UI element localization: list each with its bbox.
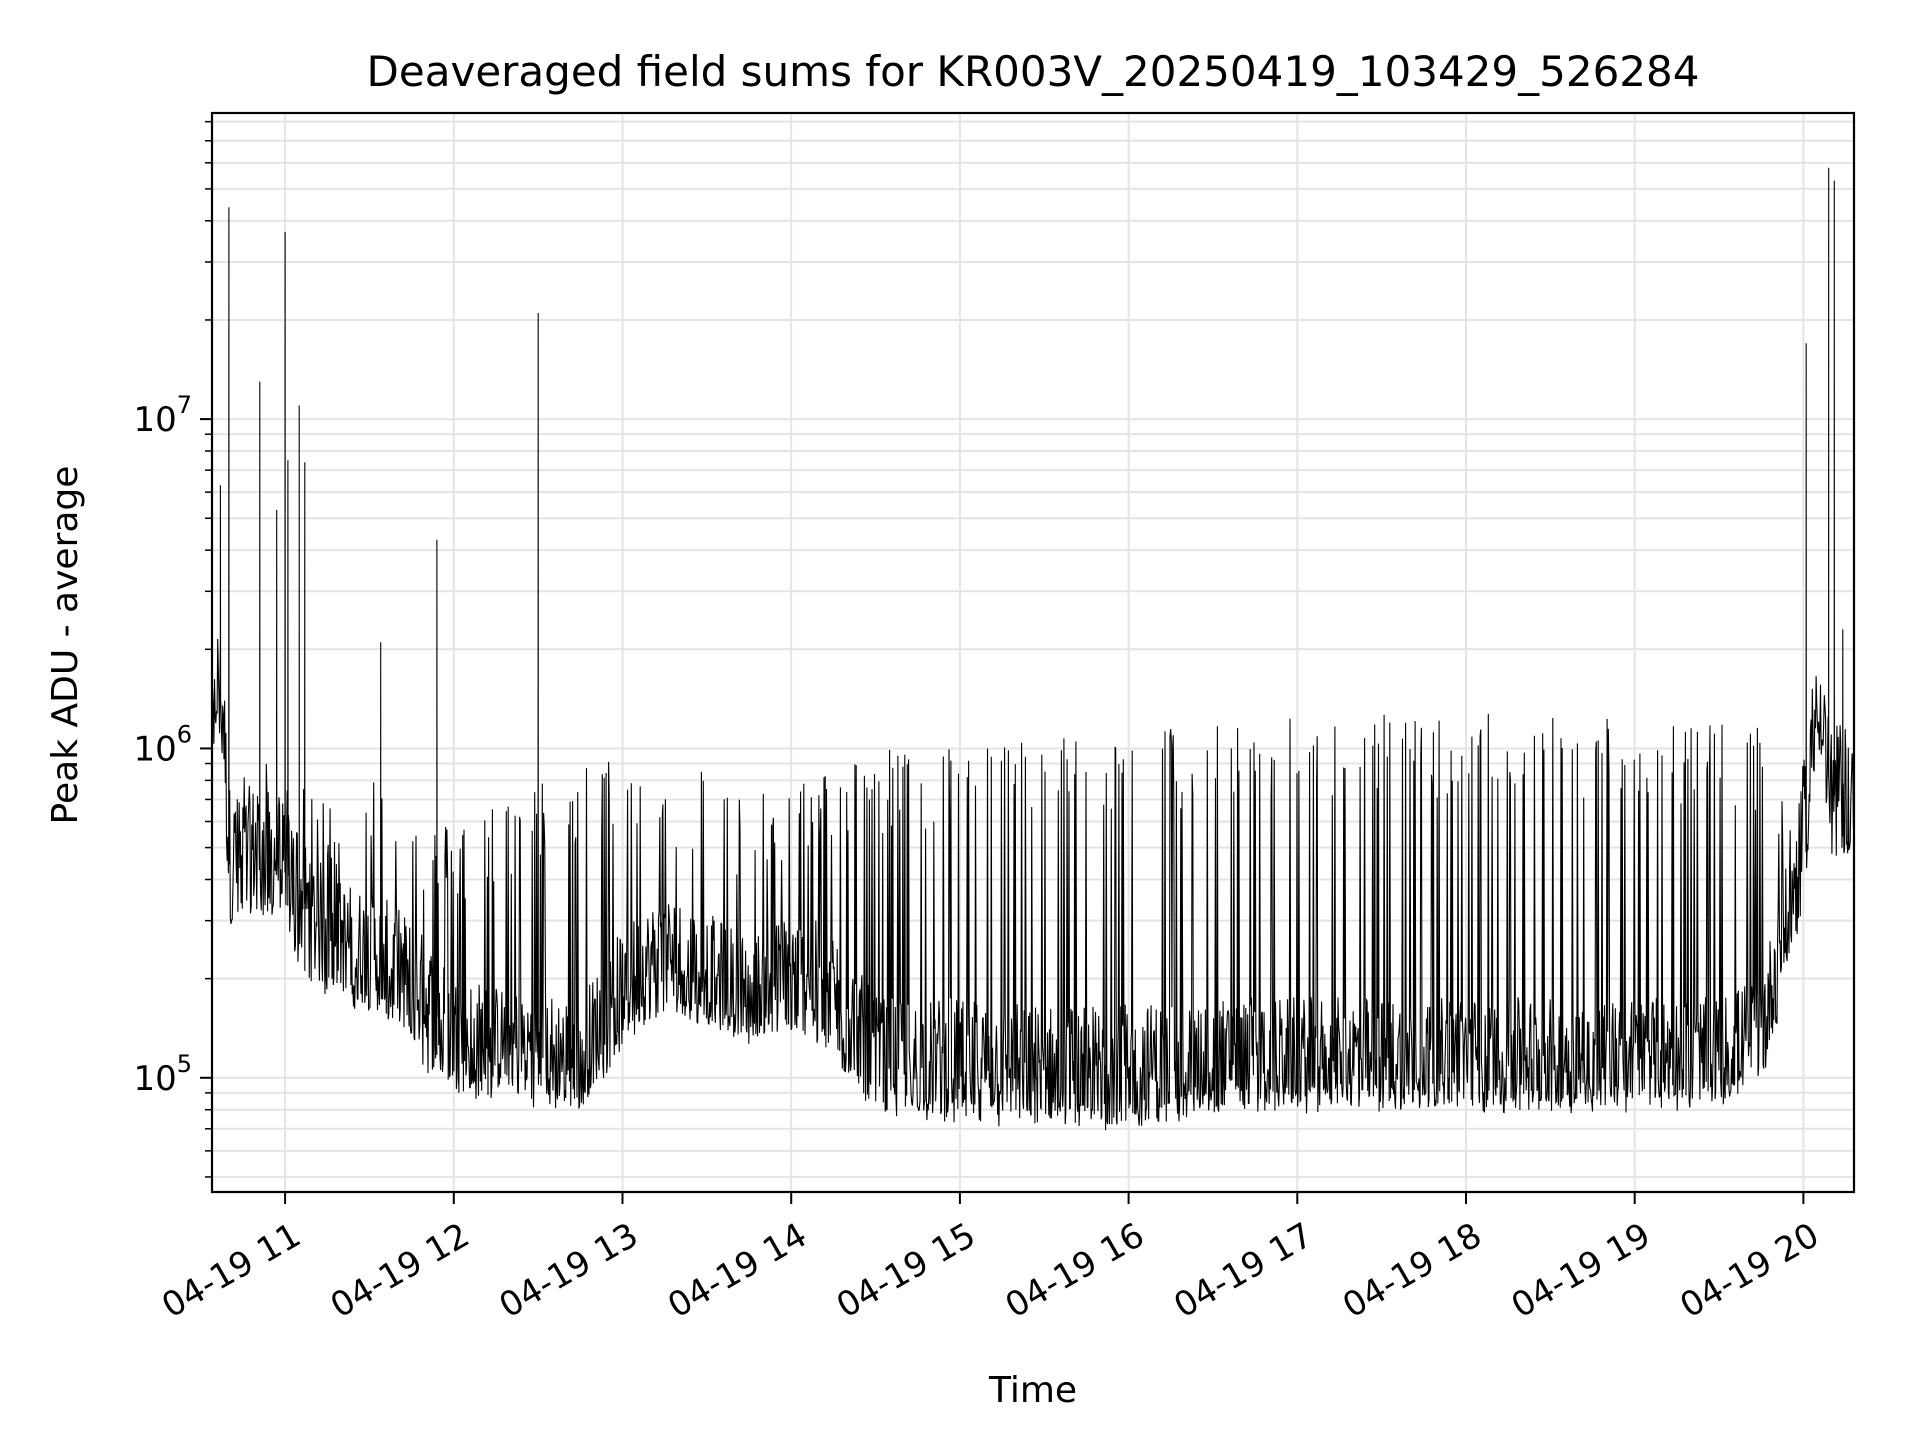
axes-frame bbox=[210, 111, 1856, 1194]
y-tick-label: 106 bbox=[133, 720, 192, 769]
plot-area bbox=[211, 167, 1855, 1131]
grid bbox=[212, 113, 1854, 1192]
y-axis-label: Peak ADU - average bbox=[45, 466, 86, 825]
y-tick-exponent: 6 bbox=[177, 720, 192, 748]
y-tick-label: 105 bbox=[133, 1050, 192, 1099]
chart-title: Deaveraged field sums for KR003V_2025041… bbox=[367, 47, 1700, 96]
y-tick-base: 10 bbox=[133, 1059, 176, 1099]
y-tick-exponent: 7 bbox=[177, 391, 192, 419]
series-line bbox=[211, 167, 1855, 1131]
x-axis-label: Time bbox=[988, 1370, 1077, 1411]
y-tick-label: 107 bbox=[133, 391, 192, 440]
y-tick-exponent: 5 bbox=[177, 1050, 192, 1078]
y-tick-base: 10 bbox=[133, 400, 176, 440]
y-tick-base: 10 bbox=[133, 729, 176, 769]
